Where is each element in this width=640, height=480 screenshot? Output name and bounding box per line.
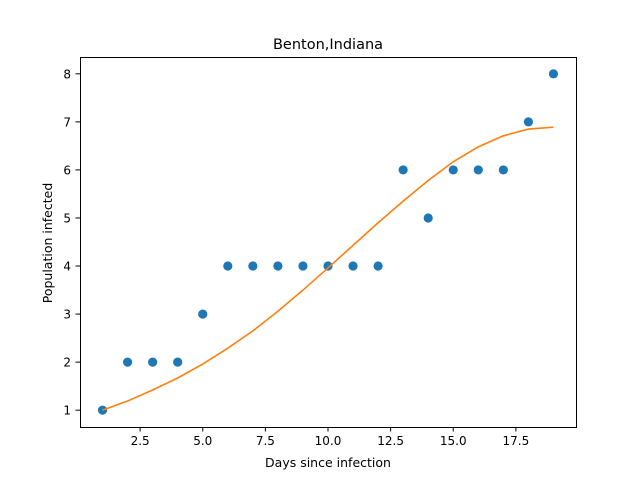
y-tick-label: 3 bbox=[63, 308, 71, 322]
fit-line bbox=[102, 126, 554, 411]
y-axis-label: Population infected bbox=[40, 183, 55, 304]
x-tick-label: 12.5 bbox=[377, 434, 404, 448]
data-point bbox=[448, 165, 458, 175]
data-point bbox=[173, 357, 183, 367]
y-tick-label: 2 bbox=[63, 356, 71, 370]
data-point bbox=[498, 165, 508, 175]
y-tick-label: 6 bbox=[63, 163, 71, 177]
data-point bbox=[548, 69, 559, 79]
data-point bbox=[523, 117, 534, 127]
x-tick-label: 15.0 bbox=[440, 434, 467, 448]
data-point bbox=[398, 165, 408, 175]
x-tick-label: 10.0 bbox=[315, 434, 342, 448]
plot-frame bbox=[80, 57, 577, 428]
y-tick-label: 5 bbox=[63, 211, 71, 225]
data-point bbox=[373, 261, 383, 271]
data-point bbox=[273, 261, 283, 271]
y-tick-label: 8 bbox=[63, 67, 71, 81]
y-tick-label: 1 bbox=[63, 404, 71, 418]
y-tick-label: 7 bbox=[63, 115, 71, 129]
data-point bbox=[248, 261, 258, 271]
data-point bbox=[298, 261, 308, 271]
data-point bbox=[473, 165, 483, 175]
data-point bbox=[148, 357, 158, 367]
x-tick-label: 5.0 bbox=[193, 434, 212, 448]
data-point bbox=[348, 261, 358, 271]
chart-title: Benton,Indiana bbox=[273, 37, 383, 53]
plot-area bbox=[97, 69, 559, 415]
data-point bbox=[122, 357, 133, 367]
x-tick-label: 17.5 bbox=[503, 434, 530, 448]
x-tick-label: 7.5 bbox=[256, 434, 275, 448]
data-point bbox=[198, 309, 208, 319]
x-tick-label: 2.5 bbox=[131, 434, 150, 448]
y-axis: 1 2 3 4 5 6 7 8 bbox=[63, 67, 80, 418]
x-axis: 2.5 5.0 7.5 10.0 12.5 15.0 17.5 bbox=[131, 427, 530, 448]
y-tick-label: 4 bbox=[63, 260, 71, 274]
data-point bbox=[323, 261, 333, 271]
data-point bbox=[223, 261, 233, 271]
data-point bbox=[423, 213, 433, 223]
x-axis-label: Days since infection bbox=[265, 455, 391, 470]
